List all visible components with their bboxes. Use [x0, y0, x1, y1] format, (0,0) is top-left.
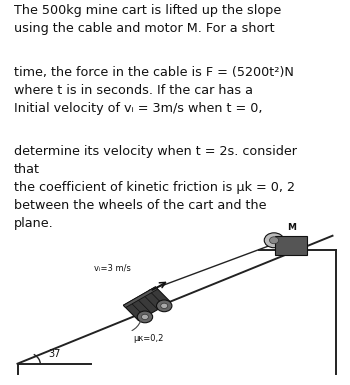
Text: M: M: [287, 223, 296, 232]
Text: determine its velocity when t = 2s. consider
that
the coefficient of kinetic fri: determine its velocity when t = 2s. cons…: [14, 145, 297, 230]
Circle shape: [161, 303, 168, 308]
Text: μκ=0,2: μκ=0,2: [133, 334, 163, 343]
Circle shape: [141, 314, 148, 320]
Circle shape: [156, 300, 172, 312]
Circle shape: [137, 311, 153, 323]
Circle shape: [264, 233, 284, 248]
Text: vᵢ=3 m/s: vᵢ=3 m/s: [94, 263, 131, 272]
Text: time, the force in the cable is F = (5200t²)N
where t is in seconds. If the car : time, the force in the cable is F = (520…: [14, 66, 294, 115]
Text: 37: 37: [48, 349, 61, 359]
FancyBboxPatch shape: [275, 236, 307, 255]
Circle shape: [270, 237, 279, 244]
Text: The 500kg mine cart is lifted up the slope
using the cable and motor M. For a sh: The 500kg mine cart is lifted up the slo…: [14, 4, 281, 35]
Polygon shape: [123, 287, 158, 308]
Polygon shape: [123, 287, 171, 321]
